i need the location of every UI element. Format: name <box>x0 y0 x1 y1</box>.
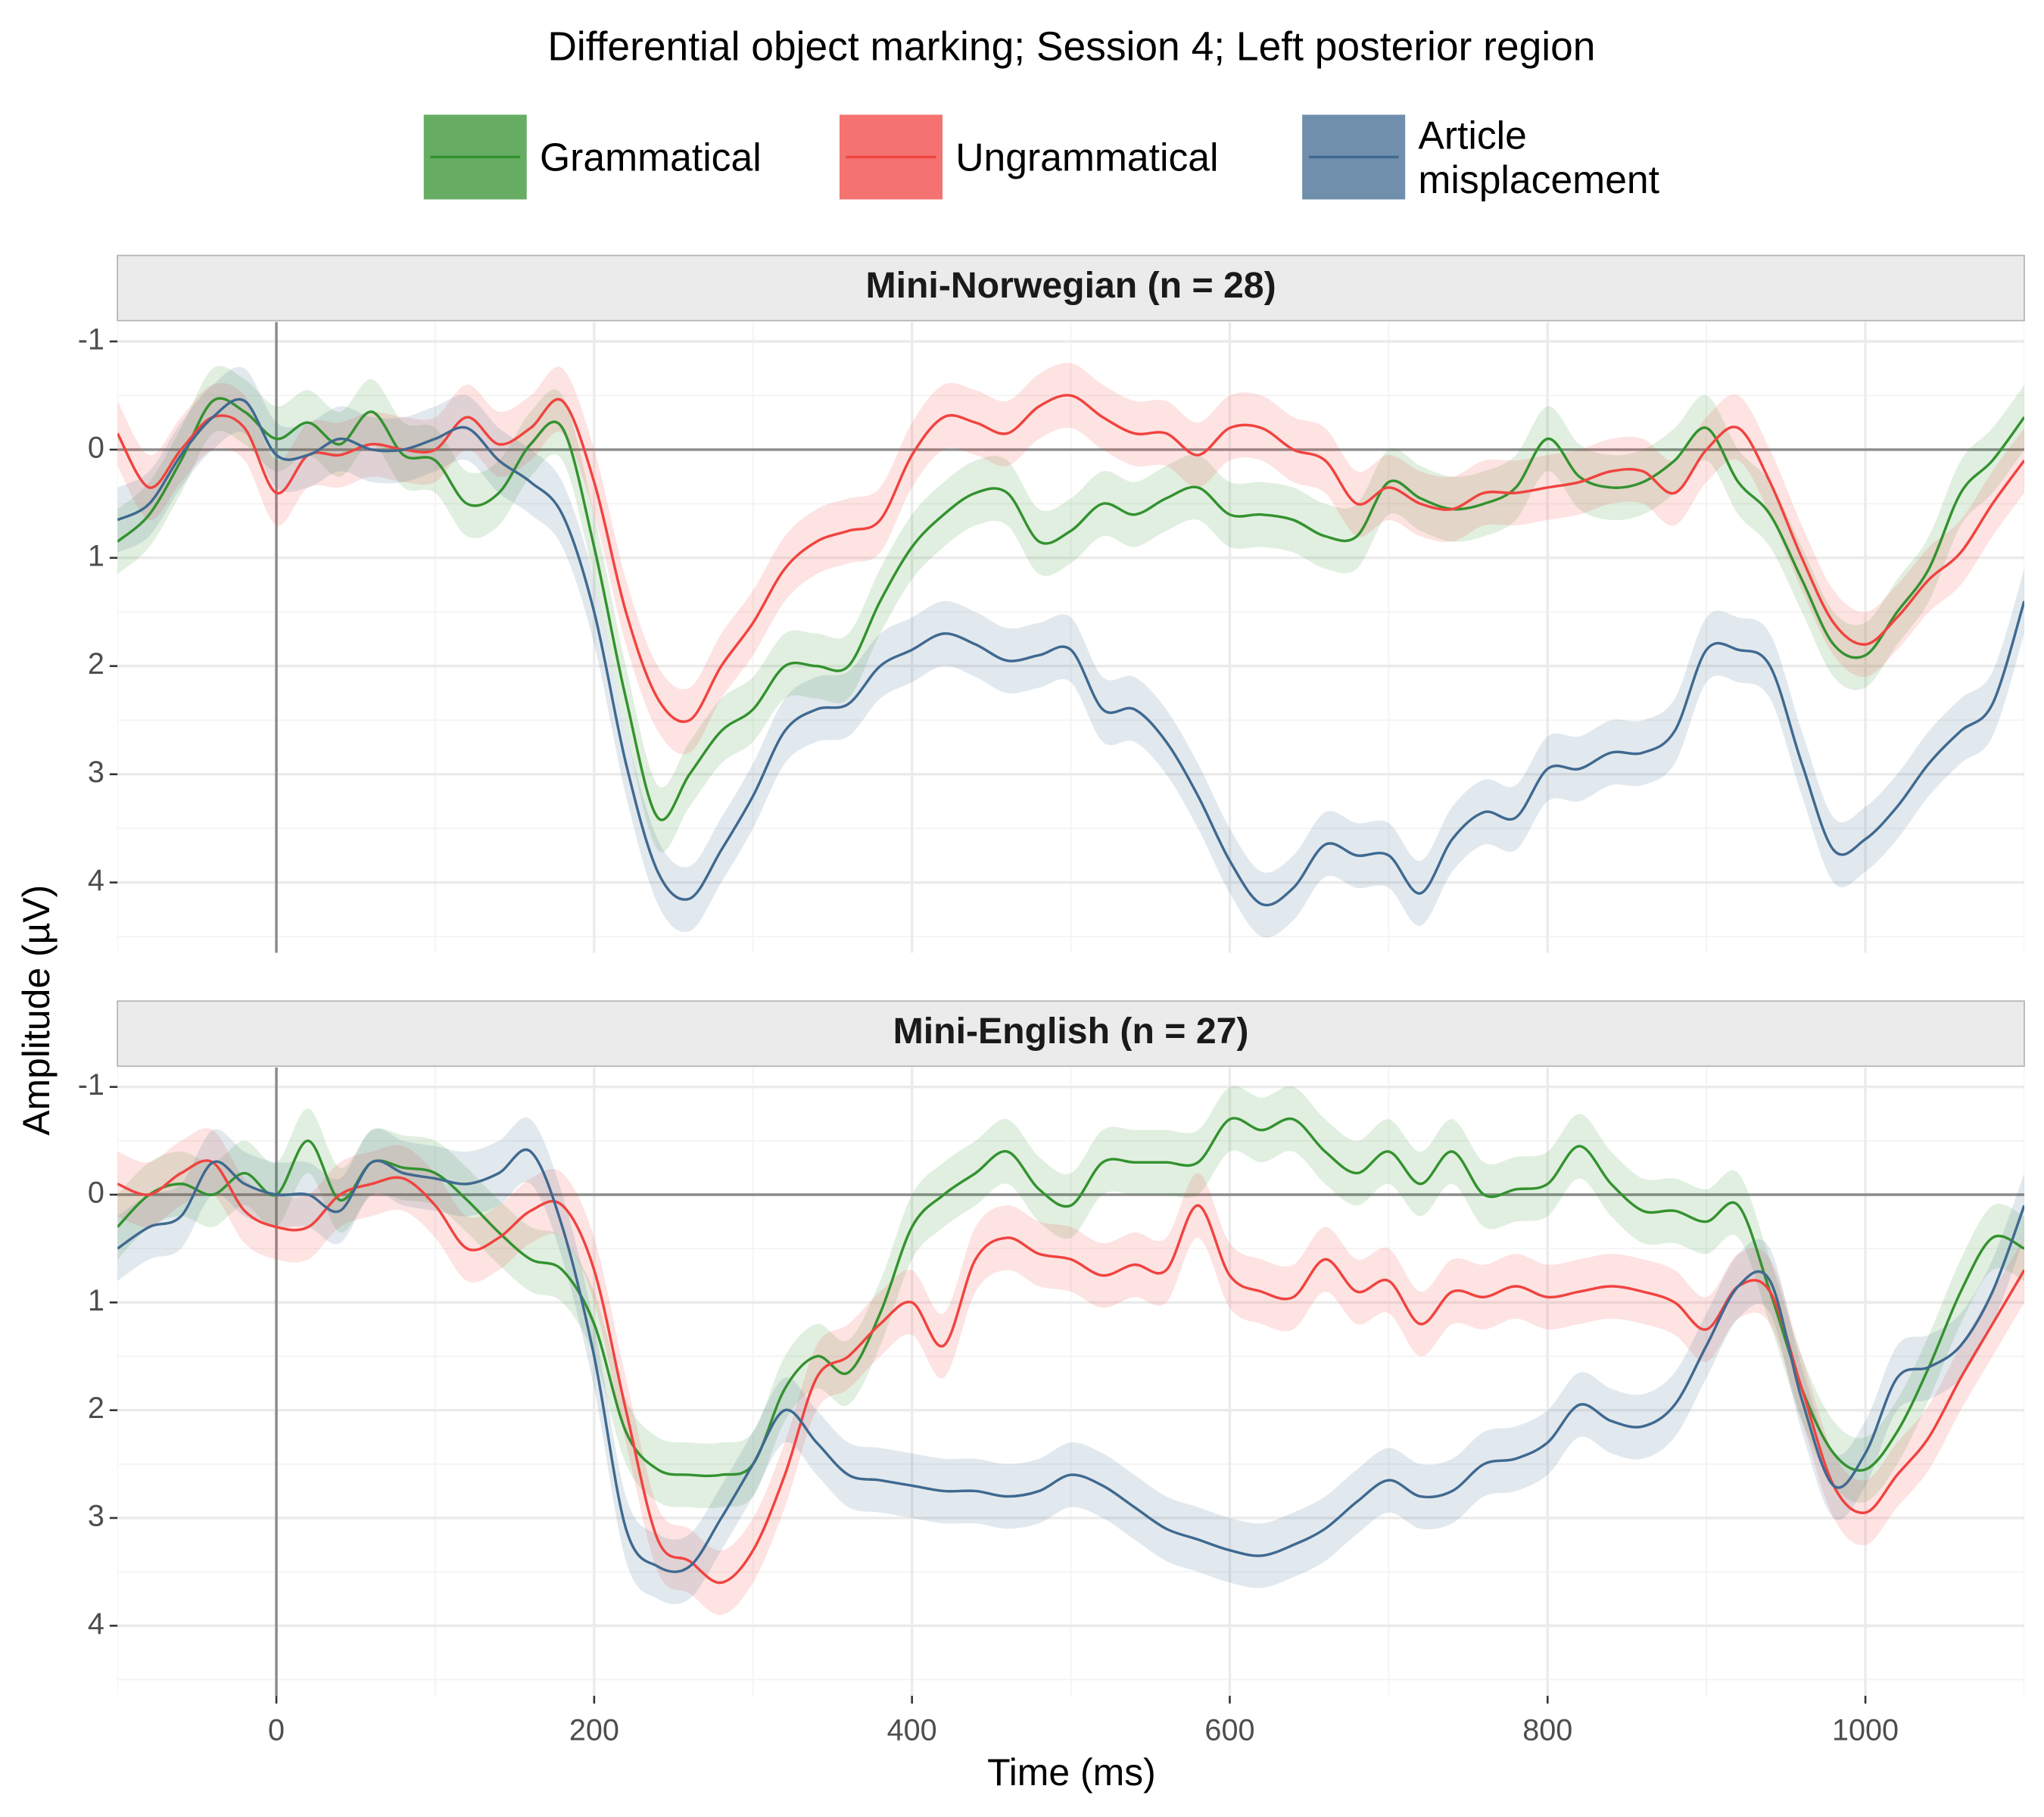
x-tick-label: 0 <box>268 1714 285 1747</box>
y-tick-label: 3 <box>88 756 104 789</box>
y-tick-label: 0 <box>88 431 104 464</box>
y-tick-label: 1 <box>88 539 104 572</box>
y-tick-label: 2 <box>88 1392 104 1425</box>
facet-title: Mini-English (n = 27) <box>893 1011 1249 1052</box>
plot-area <box>117 1067 2024 1696</box>
x-tick-label: 800 <box>1522 1714 1572 1747</box>
series-line <box>117 1117 2024 1478</box>
y-axis-label: Amplitude (µV) <box>15 885 58 1136</box>
y-tick-label: -1 <box>78 323 104 356</box>
facet-title: Mini-Norwegian (n = 28) <box>865 265 1276 306</box>
ribbon <box>117 363 2024 755</box>
y-tick-label: 1 <box>88 1284 104 1317</box>
strip <box>117 1000 2025 1067</box>
series-line <box>117 1148 2024 1573</box>
ribbon <box>117 366 2024 852</box>
legend-label-box: Grammatical <box>539 136 762 179</box>
x-tick-label: 200 <box>569 1714 619 1747</box>
x-tick-label: 600 <box>1204 1714 1254 1747</box>
ribbon <box>117 1128 2024 1616</box>
y-tick-label: -1 <box>78 1068 104 1102</box>
ribbon <box>117 1086 2024 1509</box>
x-tick-label: 400 <box>887 1714 937 1747</box>
legend-label: Grammatical <box>539 136 762 179</box>
x-axis-label: Time (ms) <box>987 1751 1156 1794</box>
ribbon <box>117 1117 2024 1604</box>
strip <box>117 254 2025 322</box>
series-line <box>117 397 2024 907</box>
y-tick-label: 0 <box>88 1176 104 1209</box>
series-line <box>117 397 2024 821</box>
y-tick-label: 4 <box>88 864 104 897</box>
plot-area <box>117 322 2024 953</box>
chart-title: Differential object marking; Session 4; … <box>547 25 1595 70</box>
ribbon <box>117 366 2024 938</box>
y-tick-label: 2 <box>88 647 104 681</box>
legend-label: Ungrammatical <box>955 136 1219 179</box>
legend-label-box: Article misplacement <box>1418 114 1660 201</box>
series-line <box>117 394 2024 723</box>
y-tick-label: 3 <box>88 1499 104 1532</box>
legend-label-box: Ungrammatical <box>955 136 1219 179</box>
legend-label: Article misplacement <box>1418 114 1660 201</box>
x-tick-label: 1000 <box>1832 1714 1899 1747</box>
y-tick-label: 4 <box>88 1607 104 1641</box>
